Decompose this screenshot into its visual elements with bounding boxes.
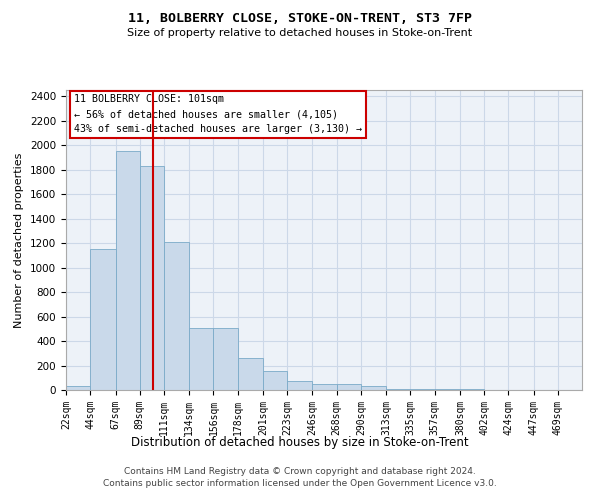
Text: 11 BOLBERRY CLOSE: 101sqm
← 56% of detached houses are smaller (4,105)
43% of se: 11 BOLBERRY CLOSE: 101sqm ← 56% of detac… (74, 94, 362, 134)
Bar (386, 388, 410, 390)
Text: Contains HM Land Registry data © Crown copyright and database right 2024.
Contai: Contains HM Land Registry data © Crown c… (103, 467, 497, 488)
Bar (434, 389, 460, 390)
Bar (140, 166, 164, 390)
Bar (66, 386, 90, 390)
Bar (189, 328, 214, 390)
Bar (337, 384, 361, 390)
Bar (313, 384, 337, 390)
Bar (214, 328, 238, 390)
Y-axis label: Number of detached properties: Number of detached properties (14, 152, 25, 328)
Bar (263, 371, 287, 390)
Text: Size of property relative to detached houses in Stoke-on-Trent: Size of property relative to detached ho… (127, 28, 473, 38)
Bar (287, 382, 313, 390)
Bar (116, 151, 140, 390)
Bar (361, 386, 386, 390)
Bar (238, 358, 263, 390)
Bar (90, 249, 116, 390)
Bar (410, 389, 434, 390)
Text: 11, BOLBERRY CLOSE, STOKE-ON-TRENT, ST3 7FP: 11, BOLBERRY CLOSE, STOKE-ON-TRENT, ST3 … (128, 12, 472, 26)
Bar (164, 242, 189, 390)
Text: Distribution of detached houses by size in Stoke-on-Trent: Distribution of detached houses by size … (131, 436, 469, 449)
